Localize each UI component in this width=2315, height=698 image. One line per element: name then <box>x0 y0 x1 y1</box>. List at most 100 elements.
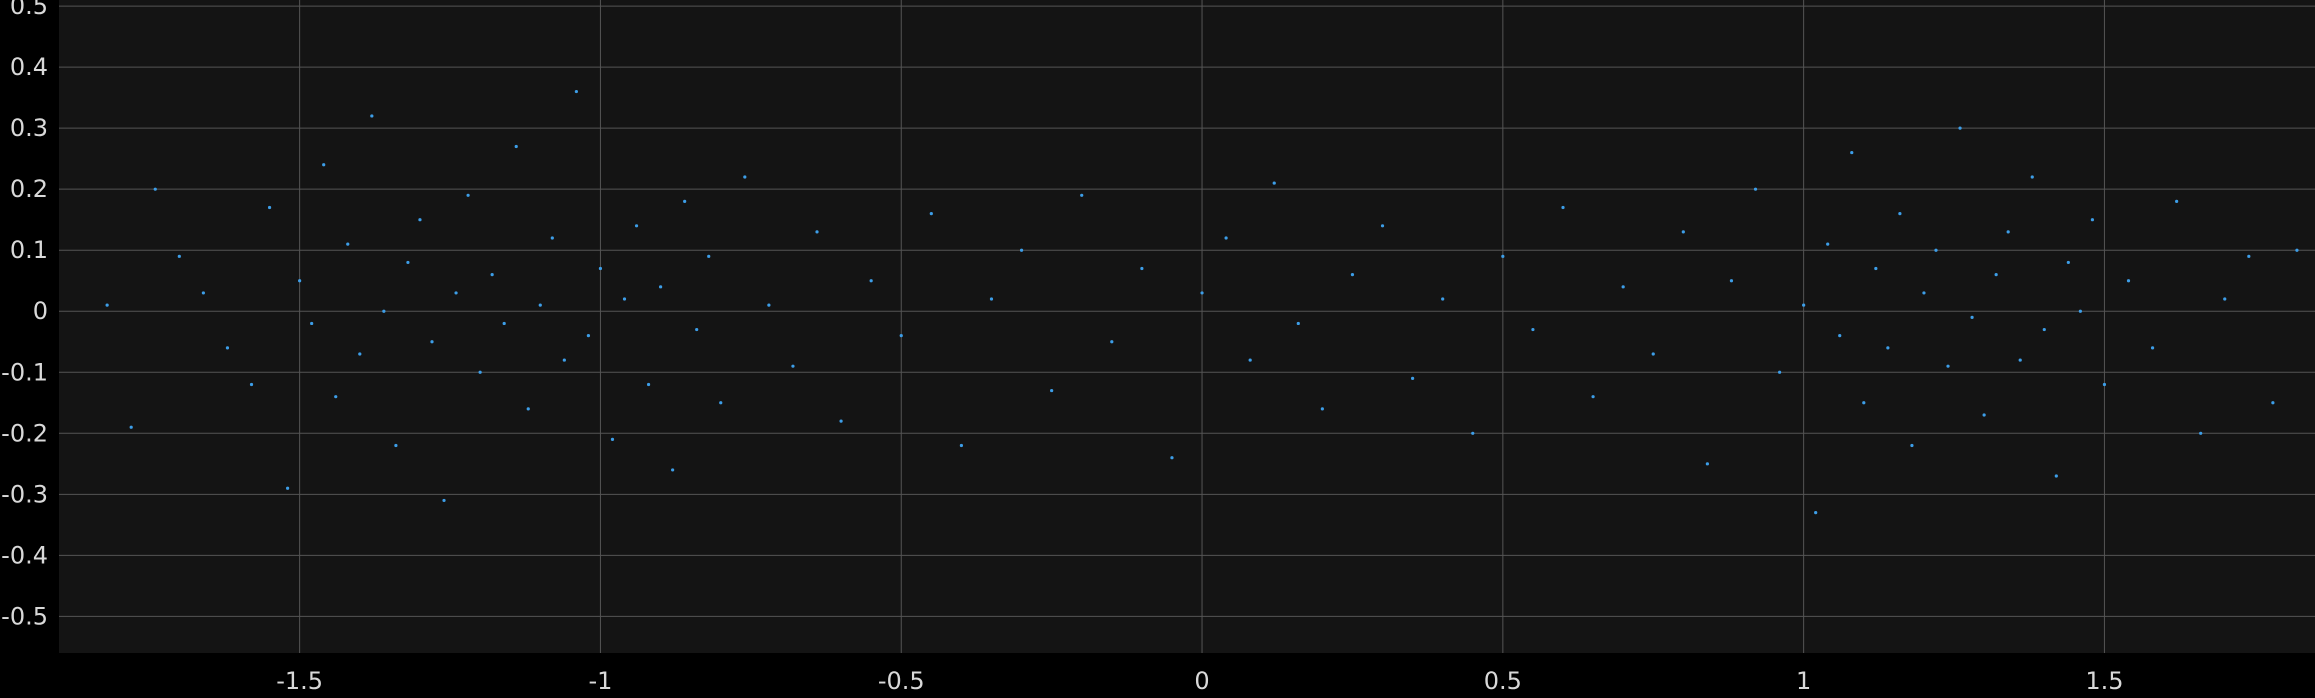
data-point <box>2247 254 2251 258</box>
data-point <box>1705 462 1709 466</box>
data-point <box>177 254 181 258</box>
data-point <box>989 297 994 301</box>
data-point <box>815 230 819 234</box>
data-point <box>1561 205 1565 210</box>
y-tick-label: 0.5 <box>10 0 48 20</box>
data-point <box>225 346 230 350</box>
data-point <box>743 175 747 179</box>
data-point <box>1140 266 1144 271</box>
data-point <box>1814 511 1818 515</box>
data-point <box>2066 260 2070 265</box>
data-point <box>442 498 446 503</box>
x-tick-label: 1 <box>1796 667 1811 693</box>
data-point <box>562 358 566 362</box>
data-point <box>2078 309 2082 313</box>
data-point <box>1862 401 1866 405</box>
data-point <box>1729 279 1734 283</box>
data-point <box>2030 175 2034 179</box>
data-point <box>1411 376 1415 380</box>
data-point <box>1272 181 1276 185</box>
data-point <box>2090 218 2095 222</box>
data-point <box>1050 388 1054 393</box>
data-point <box>346 242 350 246</box>
data-point <box>1591 395 1595 399</box>
data-point <box>2175 199 2179 203</box>
data-point <box>1200 291 1204 295</box>
data-point <box>610 437 615 442</box>
data-point <box>1922 291 1926 295</box>
grid-lines <box>59 0 2315 653</box>
x-tick-label: -1 <box>588 667 612 693</box>
data-point <box>1019 248 1024 252</box>
data-point <box>358 352 362 356</box>
data-point <box>334 395 338 399</box>
data-point <box>1838 334 1842 338</box>
data-point <box>2223 297 2227 301</box>
data-point <box>1753 187 1758 191</box>
data-point <box>2006 230 2010 234</box>
data-point <box>1886 346 1890 350</box>
data-point <box>1441 297 1445 301</box>
data-point <box>514 144 518 149</box>
y-tick-label: -0.4 <box>1 541 48 569</box>
data-point <box>370 114 374 118</box>
y-tick-label: -0.2 <box>1 419 48 447</box>
data-point <box>249 382 254 387</box>
data-point <box>430 340 434 344</box>
y-tick-label: 0.4 <box>10 53 48 81</box>
data-point <box>1350 273 1355 277</box>
data-point <box>1110 340 1114 344</box>
data-point <box>1651 352 1655 356</box>
data-point <box>1874 266 1878 271</box>
data-point <box>1501 254 1505 258</box>
data-point <box>1802 303 1806 307</box>
data-point <box>298 279 302 283</box>
data-point <box>959 443 964 448</box>
data-point <box>1946 364 1950 368</box>
data-point <box>1170 456 1174 460</box>
data-point <box>634 224 639 228</box>
data-point <box>2018 358 2022 362</box>
data-point <box>1850 150 1854 155</box>
data-point <box>1080 193 1084 197</box>
data-point <box>129 425 133 429</box>
y-tick-labels: 0.5 0.4 0.3 0.2 0.1 0 -0.1 -0.2 -0.3 -0.4 -0.5 <box>1 0 48 630</box>
data-point <box>659 285 663 289</box>
data-point <box>1681 230 1685 234</box>
data-point <box>1471 431 1475 435</box>
data-points <box>105 89 2299 515</box>
data-point <box>1958 126 1962 130</box>
data-point <box>1898 211 1902 216</box>
data-point <box>322 163 326 167</box>
data-point <box>1531 327 1535 332</box>
data-point <box>1934 248 1938 252</box>
data-point <box>622 297 627 301</box>
data-point <box>839 419 843 423</box>
x-tick-label: -0.5 <box>878 667 925 693</box>
y-tick-label: -0.5 <box>1 602 48 630</box>
data-point <box>1994 273 1998 277</box>
y-tick-label: 0.3 <box>10 114 48 142</box>
plot-area <box>59 0 2315 653</box>
data-point <box>695 327 699 332</box>
data-point <box>1248 358 1252 362</box>
data-point <box>1296 321 1300 326</box>
data-point <box>1380 224 1385 228</box>
data-point <box>406 260 410 265</box>
data-point <box>671 468 675 472</box>
data-point <box>502 321 506 326</box>
data-point <box>574 89 578 94</box>
data-point <box>286 486 290 490</box>
y-tick-label: -0.1 <box>1 358 48 386</box>
data-point <box>526 407 530 411</box>
data-point <box>707 254 711 258</box>
data-point <box>929 211 933 216</box>
data-point <box>767 303 771 307</box>
data-point <box>2102 382 2107 387</box>
data-point <box>1320 407 1324 411</box>
y-tick-label: -0.3 <box>1 480 48 508</box>
data-point <box>646 382 651 387</box>
x-tick-labels: -1.5 -1 -0.5 0 0.5 1 1.5 <box>276 667 2123 695</box>
